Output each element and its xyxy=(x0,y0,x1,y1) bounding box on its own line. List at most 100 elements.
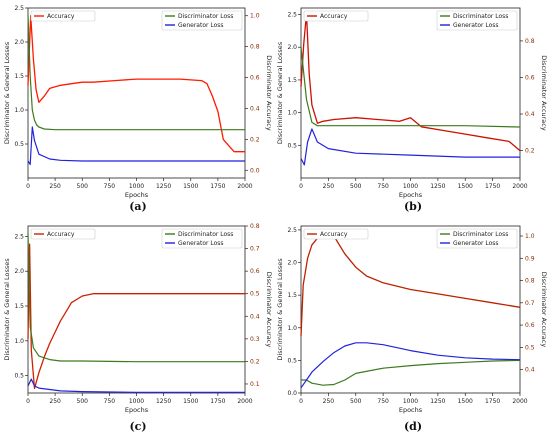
series-line-discriminator-loss xyxy=(27,232,245,363)
legend-entry: Accuracy xyxy=(320,13,348,20)
y-right-tick-label: 1.0 xyxy=(250,13,260,20)
legend-entry: Accuracy xyxy=(47,231,75,238)
y-left-tick-label: 1.5 xyxy=(287,77,297,84)
y-right-tick-label: 0.4 xyxy=(250,313,260,320)
x-tick-label: 1500 xyxy=(458,183,473,190)
series-line-accuracy xyxy=(300,12,521,152)
legend-box-left xyxy=(303,10,369,22)
x-tick-label: 750 xyxy=(104,183,116,190)
x-tick-label: 2000 xyxy=(512,398,527,405)
y-left-tick-label: 2.0 xyxy=(14,39,24,46)
panel-label: (d) xyxy=(404,420,422,433)
legend-entry: Discriminator Loss xyxy=(178,13,233,20)
y-right-tick-label: 0.6 xyxy=(525,322,535,329)
y-right-tick-label: 0.8 xyxy=(250,223,260,230)
plot-frame xyxy=(300,7,521,179)
x-tick-label: 2000 xyxy=(512,183,527,190)
y-left-tick-label: 1.5 xyxy=(14,303,24,310)
x-tick-label: 1750 xyxy=(485,183,500,190)
x-tick-label: 1000 xyxy=(403,398,418,405)
chart-panel-3: 0 250 500 750 1000 1250 1500 1750 2000 0.5 1.0 1.5 2… xyxy=(3,223,273,433)
y-right-tick-label: 0.2 xyxy=(250,136,260,143)
x-tick-label: 750 xyxy=(104,398,116,405)
y-right-tick-label: 0.2 xyxy=(525,148,535,155)
series-line-generator-loss xyxy=(27,378,245,393)
x-tick-label: 0 xyxy=(26,183,30,190)
y-left-tick-label: 0.0 xyxy=(287,390,297,397)
legend-box-right xyxy=(161,10,243,31)
legend-entry: Accuracy xyxy=(320,231,348,238)
panel-label: (b) xyxy=(404,200,422,213)
y-left-tick-label: 2.0 xyxy=(287,44,297,51)
x-tick-label: 1000 xyxy=(129,183,144,190)
y-left-tick-label: 2.5 xyxy=(287,12,297,19)
y-left-axis-label: Discriminator & General Losses xyxy=(3,258,11,361)
y-right-tick-label: 0.5 xyxy=(250,291,260,298)
x-tick-label: 250 xyxy=(323,398,335,405)
y-left-tick-label: 2.5 xyxy=(287,227,297,234)
y-right-tick-label: 0.7 xyxy=(525,300,535,307)
y-right-axis-label: Discriminator Accuracy xyxy=(265,272,273,348)
plot-frame xyxy=(27,225,246,394)
plot-frame xyxy=(300,225,521,394)
x-tick-label: 1750 xyxy=(210,398,225,405)
x-tick-label: 1500 xyxy=(458,398,473,405)
legend-entry: Discriminator Loss xyxy=(453,231,508,238)
series-line-accuracy xyxy=(27,243,245,390)
y-left-axis-label: Discriminator & General Losses xyxy=(276,41,284,144)
x-tick-label: 2000 xyxy=(237,183,252,190)
x-tick-label: 0 xyxy=(299,183,303,190)
x-axis-label: Epochs xyxy=(125,406,149,414)
series-line-discriminator-loss xyxy=(301,359,521,386)
x-tick-label: 2000 xyxy=(237,398,252,405)
y-right-tick-label: 0.4 xyxy=(525,111,535,118)
y-left-tick-label: 0.5 xyxy=(14,141,24,148)
legend-box-left xyxy=(30,10,96,22)
y-right-tick-label: 0.6 xyxy=(525,74,535,81)
legend-entry: Generator Loss xyxy=(453,240,499,247)
y-left-tick-label: 1.5 xyxy=(287,292,297,299)
y-right-axis-label: Discriminator Accuracy xyxy=(540,272,548,348)
series-line-accuracy xyxy=(300,230,521,337)
x-tick-label: 1750 xyxy=(210,183,225,190)
y-right-axis-label: Discriminator Accuracy xyxy=(540,55,548,131)
y-right-axis-label: Discriminator Accuracy xyxy=(265,55,273,131)
y-left-tick-label: 1.0 xyxy=(14,338,24,345)
x-tick-label: 0 xyxy=(299,398,303,405)
y-left-tick-label: 1.0 xyxy=(14,107,24,114)
y-right-tick-label: 0.7 xyxy=(250,246,260,253)
x-tick-label: 1250 xyxy=(430,398,445,405)
chart-panel-1: 0 250 500 750 1000 1250 1500 1750 2000 0.5 1.0 1.5 2… xyxy=(3,5,273,213)
x-tick-label: 500 xyxy=(77,398,89,405)
y-left-tick-label: 1.0 xyxy=(287,110,297,117)
x-axis-label: Epochs xyxy=(399,191,423,199)
y-right-tick-label: 0.8 xyxy=(525,278,535,285)
y-right-tick-label: 0.3 xyxy=(250,336,260,343)
x-tick-label: 1000 xyxy=(403,183,418,190)
series-line-generator-loss xyxy=(27,126,245,165)
y-right-tick-label: 0.4 xyxy=(525,367,535,374)
y-left-axis-label: Discriminator & General Losses xyxy=(3,41,11,144)
y-left-tick-label: 0.5 xyxy=(287,357,297,364)
x-tick-label: 750 xyxy=(377,398,389,405)
y-right-tick-label: 0.8 xyxy=(525,38,535,45)
legend-box-left xyxy=(30,228,96,240)
series-line-discriminator-loss xyxy=(27,14,245,131)
y-left-tick-label: 2.0 xyxy=(287,260,297,267)
x-tick-label: 500 xyxy=(77,183,89,190)
x-tick-label: 1500 xyxy=(183,398,198,405)
y-left-tick-label: 2.5 xyxy=(14,233,24,240)
x-tick-label: 1250 xyxy=(156,183,171,190)
x-tick-label: 250 xyxy=(323,183,335,190)
y-right-tick-label: 0.0 xyxy=(250,167,260,174)
series-line-generator-loss xyxy=(300,342,521,389)
legend-entry: Generator Loss xyxy=(178,240,224,247)
x-axis-label: Epochs xyxy=(399,406,423,414)
legend-entry: Accuracy xyxy=(47,13,75,20)
y-right-tick-label: 0.4 xyxy=(250,105,260,112)
x-tick-label: 1250 xyxy=(156,398,171,405)
y-right-tick-label: 0.9 xyxy=(525,255,535,262)
legend-entry: Generator Loss xyxy=(178,22,224,29)
legend-box-right xyxy=(436,228,518,249)
